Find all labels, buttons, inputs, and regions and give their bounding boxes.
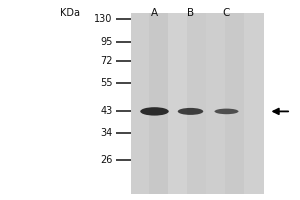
Text: 34: 34 [100, 128, 112, 138]
Bar [149, 13, 168, 194]
Ellipse shape [140, 107, 169, 116]
Ellipse shape [214, 109, 239, 114]
Ellipse shape [178, 108, 203, 115]
Bar [225, 13, 244, 194]
Text: 43: 43 [100, 106, 112, 116]
Bar [130, 13, 149, 194]
Text: 26: 26 [100, 155, 112, 165]
Bar [244, 13, 264, 194]
Text: B: B [187, 8, 194, 18]
Text: 55: 55 [100, 78, 112, 88]
Text: C: C [223, 8, 230, 18]
Bar [130, 13, 264, 194]
Bar [206, 13, 225, 194]
Text: 72: 72 [100, 56, 112, 66]
Text: A: A [151, 8, 158, 18]
Bar [187, 13, 206, 194]
Text: 95: 95 [100, 37, 112, 47]
Text: 130: 130 [94, 14, 112, 24]
Bar [168, 13, 187, 194]
Text: KDa: KDa [60, 8, 80, 18]
